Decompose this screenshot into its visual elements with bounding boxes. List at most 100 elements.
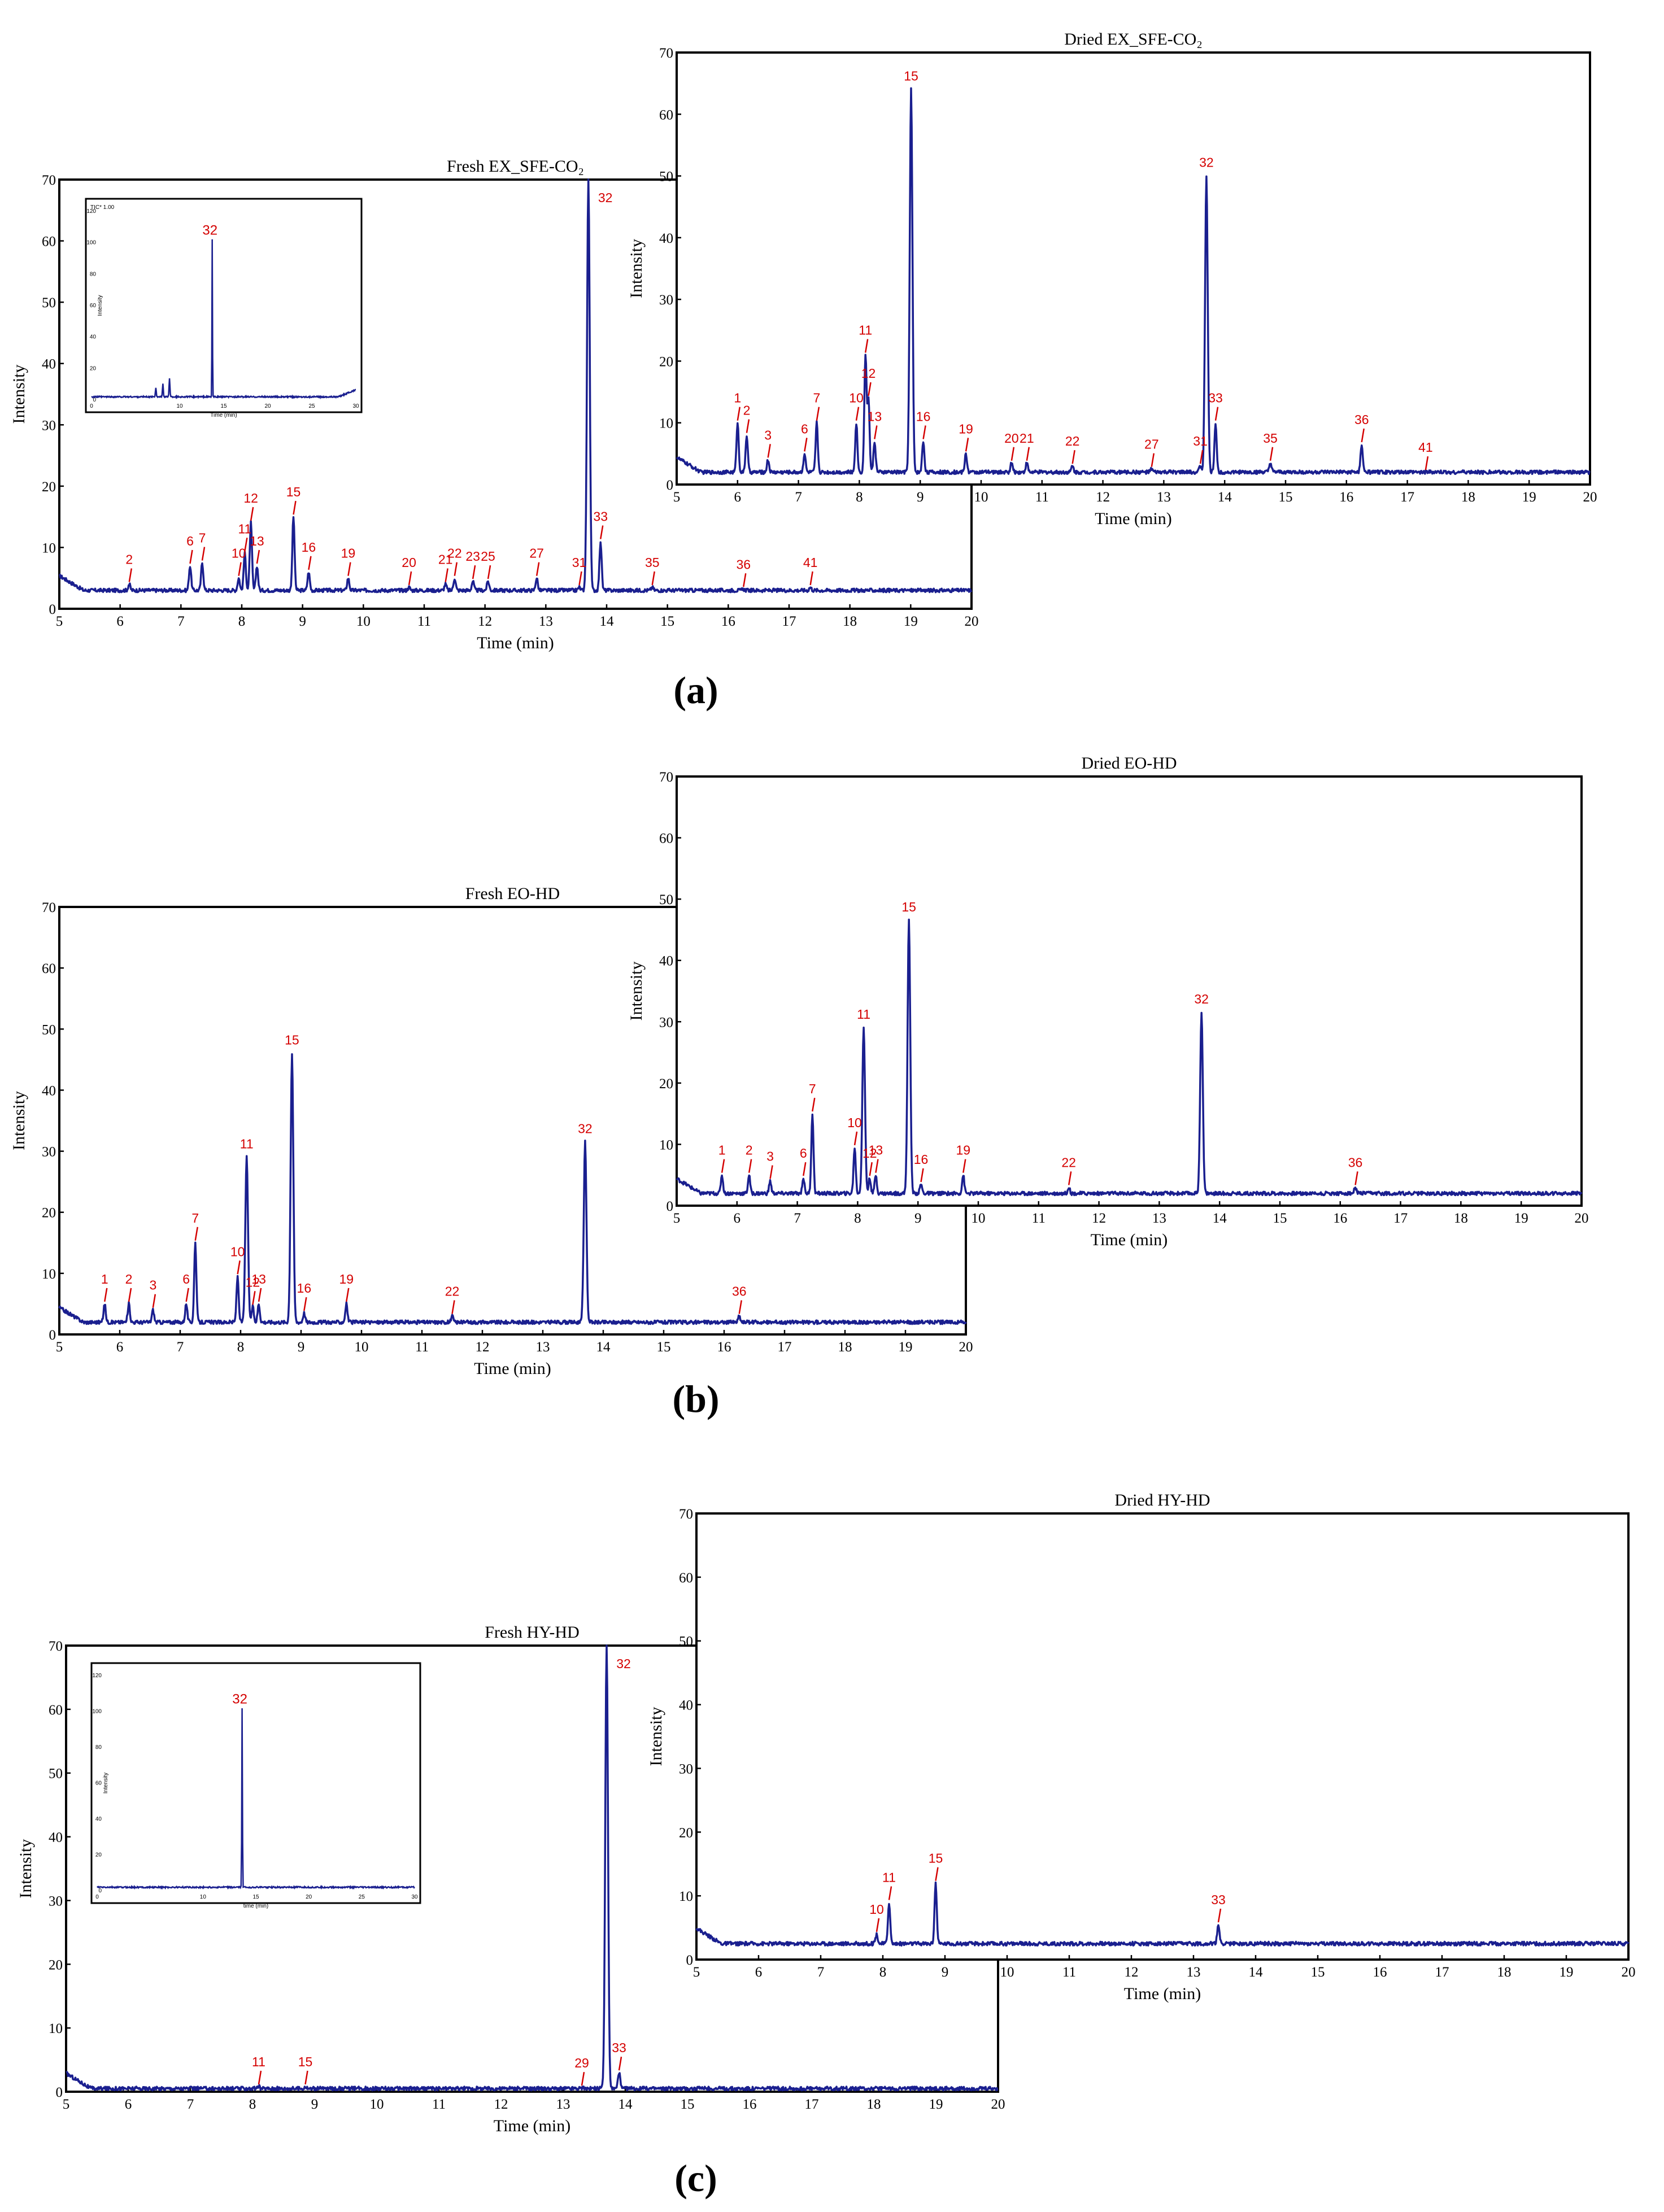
peak-label-13: 13 [251, 1272, 266, 1286]
plot-frame [695, 1512, 1630, 1961]
peak-label-32: 32 [1194, 992, 1209, 1006]
y-tick-label: 30 [49, 1893, 63, 1909]
x-tick-label: 12 [478, 614, 492, 629]
x-tick-label: 6 [125, 2097, 132, 2112]
peak-leader-23 [472, 565, 476, 579]
peak-label-33: 33 [612, 2040, 626, 2055]
peak-label-36: 36 [736, 557, 751, 571]
peak-leader-22 [451, 1300, 455, 1314]
peak-label-11: 11 [882, 1870, 896, 1884]
peak-label-33: 33 [1208, 391, 1223, 405]
x-tick-label: 6 [755, 1965, 763, 1980]
chart-title: Fresh EX_SFE-CO₂ [447, 157, 584, 176]
inset-y-tick: 60 [95, 1781, 102, 1787]
x-tick-label: 10 [370, 2097, 384, 2112]
inset-x-tick: 10 [176, 403, 183, 409]
peak-label-10: 10 [869, 1902, 884, 1917]
peak-label-32: 32 [616, 1656, 631, 1671]
peak-label-41: 41 [803, 555, 818, 570]
peak-label-20: 20 [1004, 431, 1019, 446]
x-tick-label: 15 [1273, 1211, 1287, 1226]
y-tick-label: 50 [42, 295, 56, 311]
x-tick-label: 11 [415, 1340, 429, 1355]
peak-label-13: 13 [869, 1143, 883, 1158]
peak-label-32: 32 [578, 1121, 593, 1136]
peak-label-12: 12 [863, 1146, 877, 1160]
y-tick-label: 50 [659, 169, 673, 185]
peak-leader-16 [920, 1168, 924, 1183]
y-tick-label: 40 [42, 1083, 56, 1098]
peak-label-7: 7 [199, 531, 206, 546]
x-tick-label: 14 [1249, 1965, 1264, 1980]
peak-leader-22 [1071, 450, 1075, 464]
inset-trace [91, 239, 356, 400]
x-tick-label: 5 [673, 1211, 681, 1226]
x-tick-label: 5 [56, 614, 63, 629]
peak-leader-27 [1151, 453, 1155, 467]
peak-label-10: 10 [230, 1244, 245, 1259]
x-axis-label: Time (min) [1091, 1231, 1168, 1249]
chart-title: Dried EX_SFE-CO₂ [1064, 30, 1203, 49]
panel-label-b: (b) [672, 1377, 719, 1420]
peak-leader-41 [1425, 456, 1429, 470]
y-tick-label: 70 [42, 173, 56, 188]
y-tick-label: 70 [659, 46, 673, 61]
inset-peak-label: 32 [232, 1692, 247, 1707]
peak-label-12: 12 [246, 1275, 260, 1289]
inset-y-label: Intensity [97, 295, 103, 316]
inset-x-tick: 25 [359, 1894, 365, 1900]
peak-label-36: 36 [1354, 412, 1369, 427]
x-tick-label: 19 [1560, 1965, 1574, 1980]
peak-label-12: 12 [861, 366, 876, 381]
inset-frame [85, 198, 363, 413]
inset-x-tick: 15 [220, 403, 227, 409]
x-tick-label: 10 [972, 1211, 986, 1226]
peak-label-25: 25 [481, 549, 495, 564]
x-tick-label: 9 [311, 2097, 319, 2112]
x-tick-label: 11 [1035, 490, 1049, 505]
peak-leader-6 [804, 438, 808, 452]
peak-label-13: 13 [868, 409, 882, 424]
x-tick-label: 14 [600, 614, 615, 629]
y-tick-label: 0 [49, 1328, 56, 1343]
panel-label-c: (c) [674, 2157, 717, 2200]
y-tick-label: 20 [42, 1206, 56, 1221]
x-tick-label: 14 [1213, 1211, 1227, 1226]
x-axis-label: Time (min) [477, 634, 554, 652]
x-tick-label: 9 [914, 1211, 922, 1226]
x-tick-label: 14 [596, 1340, 611, 1355]
peak-leader-22 [1068, 1171, 1072, 1185]
y-tick-label: 30 [659, 293, 673, 308]
x-tick-label: 17 [782, 614, 796, 629]
inset-x-tick: 30 [352, 403, 359, 409]
peak-leader-19 [347, 562, 351, 576]
y-tick-label: 60 [49, 1703, 63, 1718]
chart-title: Dried EO-HD [1081, 754, 1177, 773]
peak-leader-33 [600, 525, 604, 539]
x-tick-label: 15 [657, 1340, 671, 1355]
x-tick-label: 10 [1000, 1965, 1014, 1980]
inset-y-tick: 0 [93, 397, 96, 403]
peak-leader-6 [803, 1162, 807, 1176]
x-tick-label: 15 [1279, 490, 1293, 505]
x-tick-label: 11 [417, 614, 431, 629]
y-tick-label: 20 [49, 1957, 63, 1973]
x-tick-label: 19 [1522, 490, 1536, 505]
y-axis-label: Intensity [10, 365, 28, 424]
x-tick-label: 18 [1497, 1965, 1511, 1980]
inset-x-label: time (min) [243, 1903, 268, 1909]
peak-label-3: 3 [764, 427, 772, 442]
peak-label-22: 22 [1065, 434, 1080, 448]
x-tick-label: 9 [917, 490, 924, 505]
peak-leader-12 [250, 507, 254, 521]
peak-leader-35 [651, 571, 655, 586]
peak-label-16: 16 [302, 540, 316, 555]
y-axis-label: Intensity [10, 1091, 28, 1150]
peak-leader-41 [809, 571, 813, 586]
peak-leader-15 [293, 500, 297, 515]
peak-leader-20 [1010, 447, 1015, 461]
x-tick-label: 12 [494, 2097, 508, 2112]
x-tick-label: 17 [1435, 1965, 1449, 1980]
x-axis-label: Time (min) [494, 2117, 570, 2135]
